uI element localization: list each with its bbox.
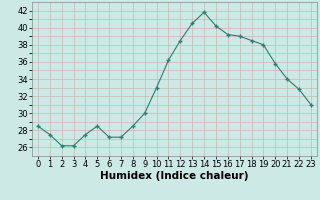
X-axis label: Humidex (Indice chaleur): Humidex (Indice chaleur): [100, 171, 249, 181]
